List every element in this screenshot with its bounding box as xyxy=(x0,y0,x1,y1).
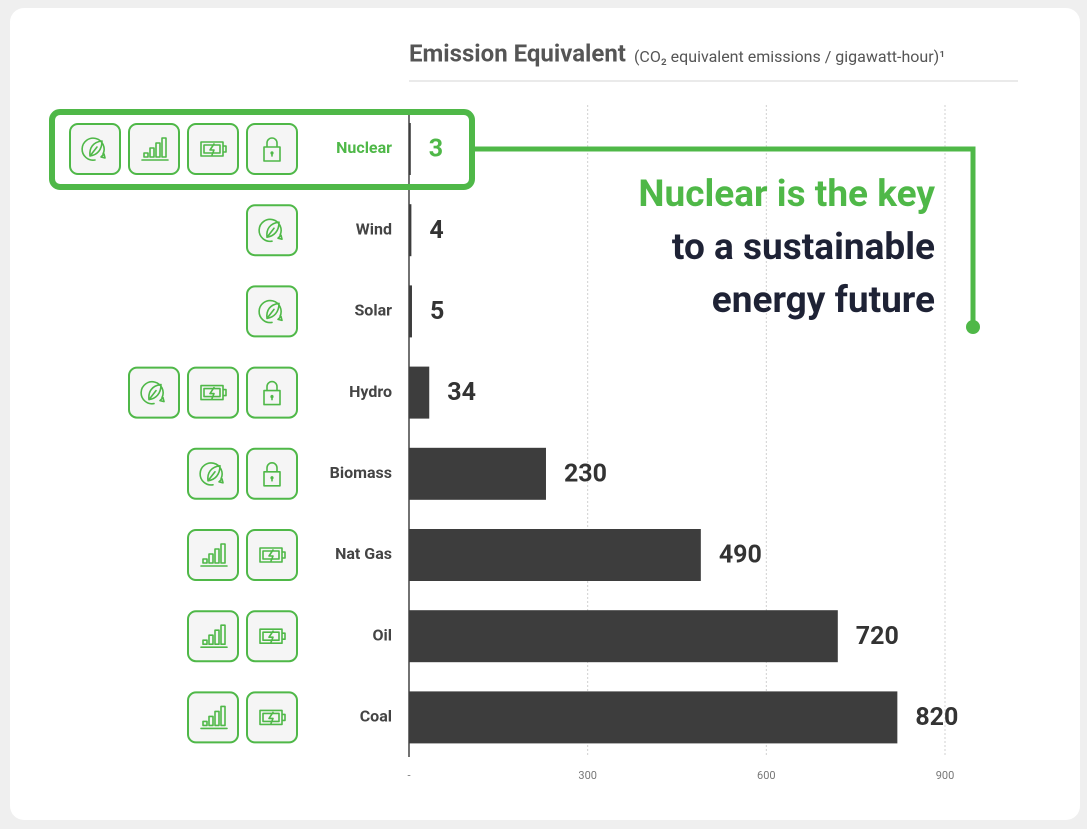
icon-glyph xyxy=(259,547,286,563)
category-label: Solar xyxy=(354,301,392,320)
category-label: Nat Gas xyxy=(335,544,392,563)
icon-glyph xyxy=(270,151,274,155)
category-label: Coal xyxy=(360,707,392,726)
bar xyxy=(409,691,898,744)
chart-title: Emission Equivalent xyxy=(409,39,626,67)
x-tick-label: 900 xyxy=(936,769,955,782)
category-label: Oil xyxy=(373,625,393,644)
icon-leaf xyxy=(246,285,298,338)
x-tick-label: 600 xyxy=(757,769,776,782)
icon-frame xyxy=(246,691,298,744)
icon-glyph xyxy=(270,395,274,399)
category-label: Hydro xyxy=(349,382,392,401)
value-label: 820 xyxy=(915,703,958,732)
icon-glyph xyxy=(200,705,228,730)
icon-lock xyxy=(246,123,298,175)
icon-battery xyxy=(246,610,298,663)
icon-signal xyxy=(187,529,239,581)
x-tick-label: 300 xyxy=(578,769,597,782)
connector xyxy=(472,146,976,327)
icon-battery xyxy=(246,691,298,744)
icon-battery xyxy=(187,366,239,419)
icon-battery xyxy=(187,123,239,175)
icon-glyph xyxy=(140,381,165,405)
icon-frame xyxy=(246,610,298,663)
icon-frame xyxy=(246,123,298,175)
bar xyxy=(409,123,411,175)
value-label: 490 xyxy=(719,541,762,570)
icon-glyph xyxy=(141,137,169,161)
category-label: Nuclear xyxy=(336,138,392,157)
value-label: 720 xyxy=(856,622,899,651)
value-label: 5 xyxy=(430,297,444,326)
value-label: 4 xyxy=(429,216,443,245)
icon-signal xyxy=(128,123,180,175)
annotation: energy future xyxy=(712,279,935,322)
bar xyxy=(409,366,430,419)
bar xyxy=(409,447,546,500)
icon-glyph xyxy=(200,141,227,157)
icon-frame xyxy=(187,366,239,419)
icon-glyph xyxy=(270,476,274,480)
annotation: to a sustainable xyxy=(672,226,935,269)
icon-glyph xyxy=(81,137,106,161)
icon-signal xyxy=(187,610,239,663)
chart-subtitle: (CO₂ equivalent emissions / gigawatt-hou… xyxy=(634,47,945,66)
icon-signal xyxy=(187,691,239,744)
icon-lock xyxy=(246,447,298,500)
icon-leaf xyxy=(69,123,121,175)
connector-dot xyxy=(966,320,980,334)
value-label: 3 xyxy=(429,135,443,164)
icon-glyph xyxy=(259,628,286,645)
icon-glyph xyxy=(258,218,283,243)
category-label: Wind xyxy=(356,219,392,238)
icon-glyph xyxy=(200,384,227,401)
icon-battery xyxy=(246,529,298,581)
icon-frame xyxy=(246,366,298,419)
value-label: 230 xyxy=(564,459,607,488)
bar xyxy=(409,285,412,338)
bar xyxy=(409,610,838,663)
icon-leaf xyxy=(128,366,180,419)
value-label: 34 xyxy=(447,378,476,407)
annotation: Nuclear is the key xyxy=(638,173,935,216)
icon-glyph xyxy=(199,462,224,486)
icon-frame xyxy=(246,447,298,500)
x-tick-label: - xyxy=(407,769,410,782)
category-label: Biomass xyxy=(330,463,392,482)
icon-lock xyxy=(246,366,298,419)
icon-glyph xyxy=(200,543,228,567)
icon-glyph xyxy=(259,709,286,726)
bar xyxy=(409,529,701,581)
icon-frame xyxy=(187,123,239,175)
icon-glyph xyxy=(200,624,228,649)
bar xyxy=(409,204,412,257)
icon-frame xyxy=(246,529,298,581)
icon-leaf xyxy=(187,447,239,500)
icon-glyph xyxy=(258,299,283,324)
icon-leaf xyxy=(246,204,298,257)
